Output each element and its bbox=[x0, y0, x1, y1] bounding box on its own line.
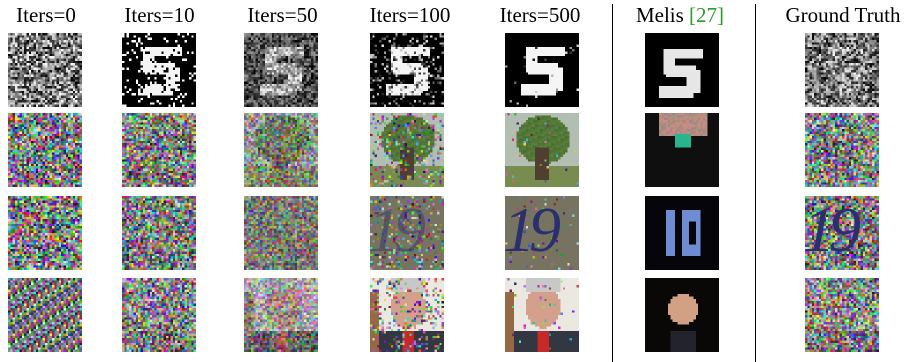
image-pixels bbox=[244, 196, 318, 270]
house-number-digits: 19 bbox=[805, 196, 861, 265]
image-tree-iters-500 bbox=[505, 113, 579, 187]
image-tree-iters-10 bbox=[122, 113, 196, 187]
image-pixels bbox=[505, 33, 579, 107]
house-number-digits: 19 bbox=[505, 196, 561, 265]
image-house-number-iters-500: 19 bbox=[505, 196, 579, 270]
header-iters-0: Iters=0 bbox=[16, 3, 76, 27]
citation-link[interactable]: [27] bbox=[689, 3, 725, 27]
image-face-iters-10 bbox=[122, 278, 196, 352]
image-pixels bbox=[122, 278, 196, 352]
header-melis-label: Melis bbox=[635, 3, 690, 27]
image-pixels bbox=[645, 196, 719, 270]
image-pixels bbox=[370, 113, 444, 187]
image-pixels bbox=[505, 278, 579, 352]
header-iters-10: Iters=10 bbox=[124, 3, 195, 27]
image-house-number-iters-50 bbox=[244, 196, 318, 270]
header-iters-500: Iters=500 bbox=[499, 3, 581, 27]
header-iters-100: Iters=100 bbox=[369, 3, 451, 27]
image-tree-iters-100 bbox=[370, 113, 444, 187]
image-digit-iters-0 bbox=[8, 33, 82, 107]
image-tree-ground-truth bbox=[805, 113, 879, 187]
image-pixels bbox=[122, 113, 196, 187]
image-face-iters-100 bbox=[370, 278, 444, 352]
image-pixels bbox=[8, 278, 82, 352]
header-melis: Melis [27] bbox=[620, 0, 740, 30]
image-pixels bbox=[645, 33, 719, 107]
image-house-number-ground-truth: 19 bbox=[805, 196, 879, 270]
separator-line bbox=[755, 4, 756, 362]
separator-line bbox=[612, 4, 613, 362]
image-pixels bbox=[505, 113, 579, 187]
image-pixels bbox=[122, 33, 196, 107]
image-digit-iters-100 bbox=[370, 33, 444, 107]
image-pixels bbox=[8, 196, 82, 270]
image-house-number-melis bbox=[645, 196, 719, 270]
header-ground-truth: Ground Truth bbox=[785, 3, 901, 27]
image-pixels bbox=[8, 33, 82, 107]
image-tree-iters-50 bbox=[244, 113, 318, 187]
image-pixels bbox=[370, 278, 444, 352]
image-pixels bbox=[805, 196, 879, 270]
image-tree-melis bbox=[645, 113, 719, 187]
image-pixels bbox=[8, 113, 82, 187]
image-digit-iters-500 bbox=[505, 33, 579, 107]
image-pixels bbox=[370, 196, 444, 270]
image-tree-iters-0 bbox=[8, 113, 82, 187]
image-face-melis bbox=[645, 278, 719, 352]
image-digit-iters-10 bbox=[122, 33, 196, 107]
image-pixels bbox=[505, 196, 579, 270]
image-digit-melis bbox=[645, 33, 719, 107]
image-pixels bbox=[122, 196, 196, 270]
house-number-digits: 19 bbox=[370, 196, 426, 265]
image-digit-ground-truth bbox=[805, 33, 879, 107]
image-house-number-iters-0 bbox=[8, 196, 82, 270]
image-pixels bbox=[370, 33, 444, 107]
image-pixels bbox=[805, 33, 879, 107]
image-pixels bbox=[645, 278, 719, 352]
image-pixels bbox=[244, 33, 318, 107]
image-pixels bbox=[244, 278, 318, 352]
image-pixels bbox=[244, 113, 318, 187]
image-digit-iters-50 bbox=[244, 33, 318, 107]
image-pixels bbox=[645, 113, 719, 187]
image-face-ground-truth bbox=[805, 278, 879, 352]
image-face-iters-0 bbox=[8, 278, 82, 352]
image-face-iters-500 bbox=[505, 278, 579, 352]
image-face-iters-50 bbox=[244, 278, 318, 352]
image-pixels bbox=[805, 113, 879, 187]
image-house-number-iters-100: 19 bbox=[370, 196, 444, 270]
image-house-number-iters-10 bbox=[122, 196, 196, 270]
image-pixels bbox=[805, 278, 879, 352]
header-iters-50: Iters=50 bbox=[247, 3, 318, 27]
